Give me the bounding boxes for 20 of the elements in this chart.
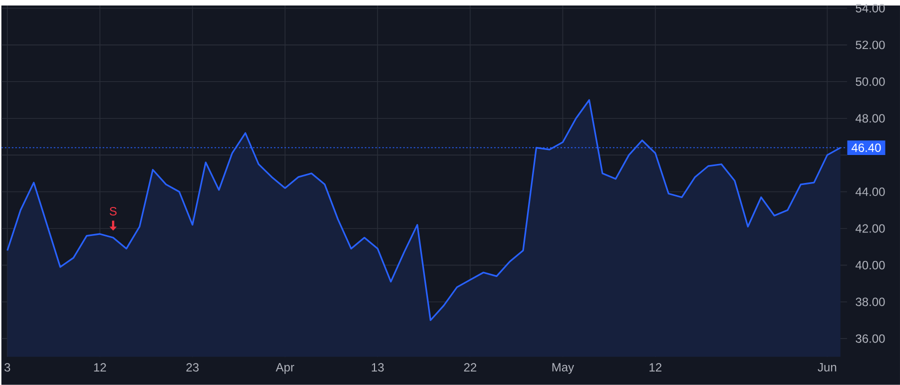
x-tick-label: 23 bbox=[186, 363, 199, 372]
y-tick-label: 48.00 bbox=[856, 114, 885, 123]
y-tick-label: 50.00 bbox=[856, 77, 885, 86]
y-tick-label: 40.00 bbox=[856, 260, 885, 270]
x-tick-label: 3 bbox=[4, 363, 10, 372]
y-tick-label: 54.00 bbox=[856, 4, 885, 13]
x-tick-label: Apr bbox=[276, 363, 294, 374]
y-tick-label: 52.00 bbox=[856, 40, 885, 50]
y-tick-label: 44.00 bbox=[856, 188, 885, 196]
x-tick-label: 13 bbox=[372, 363, 384, 372]
x-tick-label: 12 bbox=[650, 363, 662, 372]
x-tick-label: 12 bbox=[94, 363, 106, 372]
x-tick-label: 22 bbox=[464, 363, 476, 372]
y-tick-label: 38.00 bbox=[856, 298, 885, 306]
x-tick-label: May bbox=[552, 363, 574, 374]
x-tick-label: Jun bbox=[818, 363, 836, 372]
annotation: S bbox=[110, 207, 117, 216]
y-tick-label: 36.00 bbox=[856, 334, 885, 343]
ref-line-label: 46.40 bbox=[852, 144, 881, 152]
y-tick-label: 42.00 bbox=[856, 224, 885, 233]
